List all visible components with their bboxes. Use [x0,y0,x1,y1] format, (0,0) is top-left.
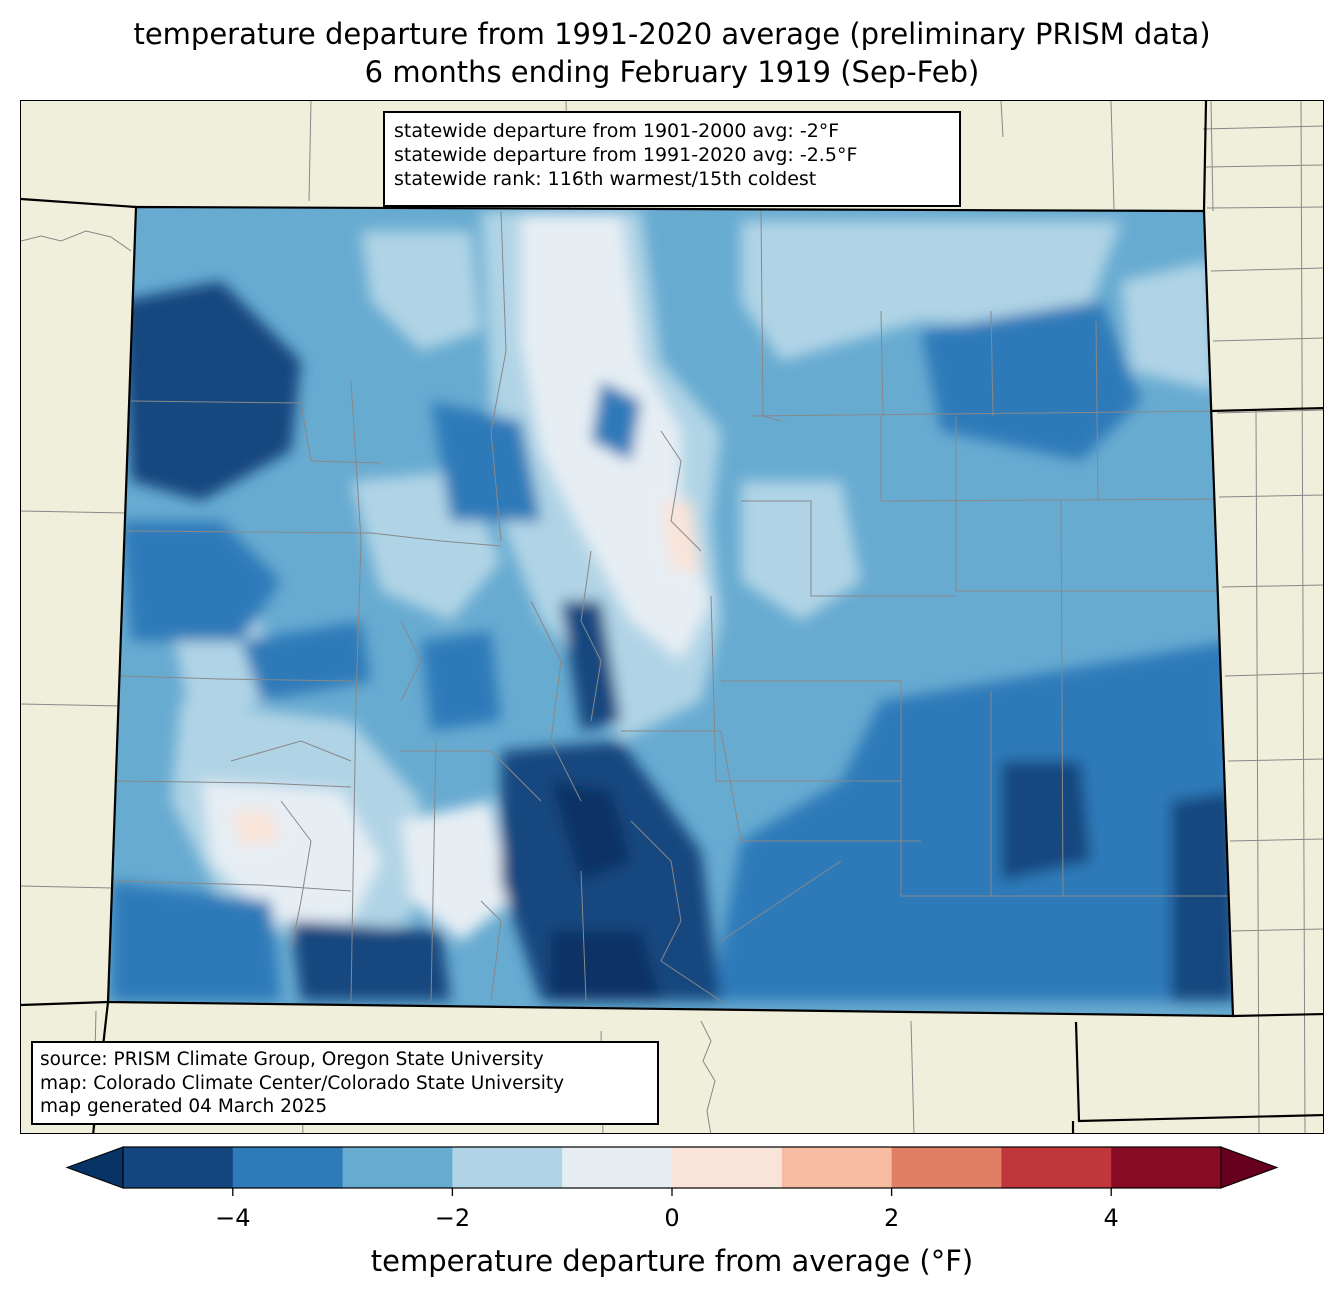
stats-departure-1901-2000: statewide departure from 1901-2000 avg: … [394,120,840,142]
colorado-map [21,101,1323,1133]
colorbar-swatch [123,1147,234,1188]
colorbar-swatch [891,1147,1002,1188]
map-credit: map: Colorado Climate Center/Colorado St… [40,1072,565,1094]
source-credit: source: PRISM Climate Group, Oregon Stat… [40,1049,544,1070]
colorbar-ticks: −4 −2 0 2 4 [215,1188,1119,1232]
colorbar-under-arrow [65,1146,124,1189]
colorbar-swatch [562,1147,673,1188]
colorbar-swatch [1001,1147,1112,1188]
generated-date: map generated 04 March 2025 [40,1096,328,1117]
source-box: source: PRISM Climate Group, Oregon Stat… [31,1041,659,1125]
statewide-stats-box: statewide departure from 1901-2000 avg: … [383,111,961,207]
stats-departure-1991-2020: statewide departure from 1991-2020 avg: … [394,144,858,166]
stats-rank: statewide rank: 116th warmest/15th colde… [394,168,817,190]
colorbar-label: temperature departure from average (°F) [370,1244,974,1278]
neighbor-county-lines [21,101,1323,1133]
colorbar-swatch [232,1147,344,1188]
state-borders [21,101,1323,1133]
colorbar-swatch [781,1147,893,1188]
colorbar: −4 −2 0 2 4 [65,1146,1279,1232]
temperature-field [108,207,1233,1016]
colorbar-tick-label: 2 [884,1204,899,1232]
colorbar-swatch [452,1147,563,1188]
colorbar-tick-label: 0 [664,1204,679,1232]
colorbar-over-arrow [1220,1146,1279,1189]
colorbar-swatch [672,1147,783,1188]
map-title: temperature departure from 1991-2020 ave… [133,17,1211,51]
map-subtitle: 6 months ending February 1919 (Sep-Feb) [364,55,980,89]
colorbar-tick-label: 4 [1104,1204,1119,1232]
colorbar-tick-label: −2 [435,1204,470,1232]
colorbar-tick-label: −4 [215,1204,250,1232]
colorbar-swatch [342,1147,453,1188]
colorado-county-lines [110,210,1233,1002]
colorbar-swatches [65,1146,1279,1189]
map-panel [20,100,1324,1134]
colorbar-swatch [1111,1147,1222,1188]
